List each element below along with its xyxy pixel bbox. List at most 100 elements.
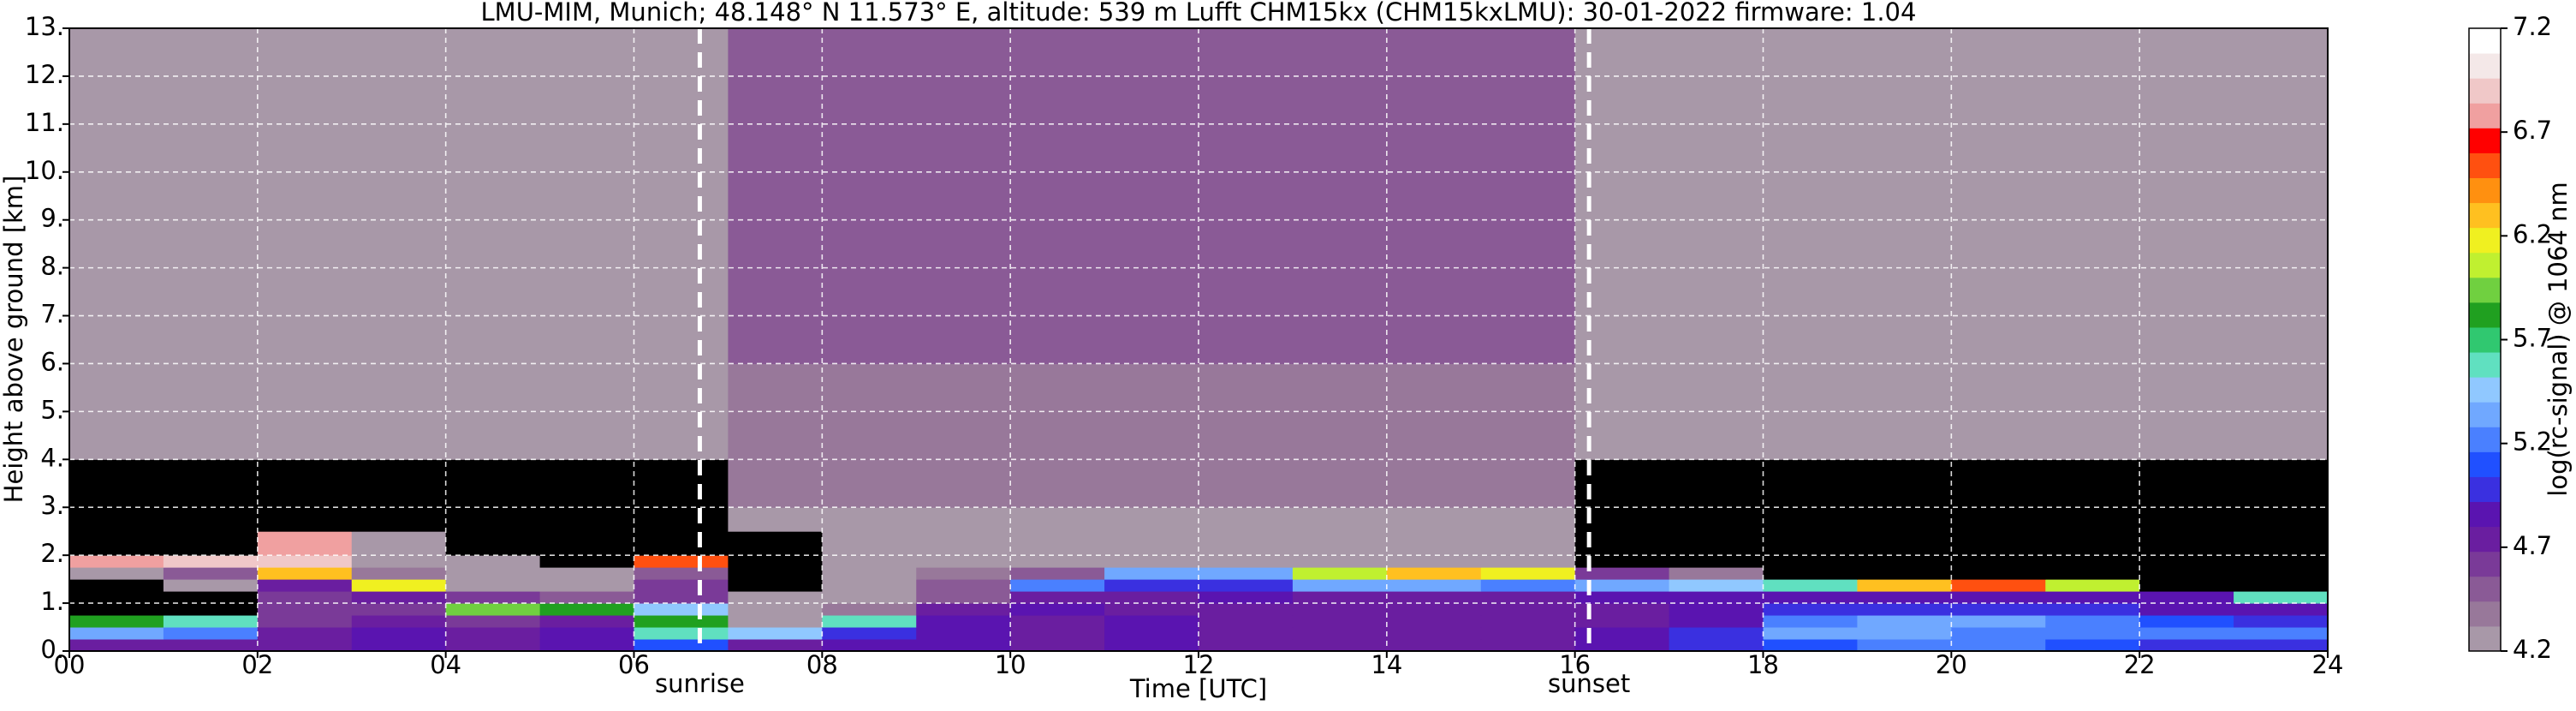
heatmap-cell bbox=[728, 219, 823, 364]
heatmap-cell bbox=[728, 567, 823, 580]
colorbar-band bbox=[2469, 28, 2501, 54]
heatmap-cell bbox=[2045, 555, 2140, 568]
heatmap-cell bbox=[1199, 603, 1294, 616]
overlay bbox=[62, 27, 2508, 658]
heatmap-cell bbox=[1386, 639, 1482, 652]
heatmap-cell bbox=[1763, 459, 1858, 508]
heatmap-cell bbox=[351, 627, 447, 640]
colorbar-band bbox=[2469, 53, 2501, 79]
heatmap-cell bbox=[1010, 555, 1105, 568]
heatmap-cell bbox=[634, 579, 729, 592]
heatmap-cell bbox=[1951, 603, 2046, 616]
heatmap-cell bbox=[2139, 459, 2234, 508]
heatmap-cell bbox=[1951, 579, 2046, 592]
heatmap-cell bbox=[351, 639, 447, 652]
heatmap-cell bbox=[1104, 579, 1199, 592]
heatmap-cell bbox=[1292, 531, 1388, 556]
heatmap-cell bbox=[1010, 579, 1105, 592]
colorbar-band bbox=[2469, 202, 2501, 229]
heatmap-cell bbox=[634, 507, 729, 532]
heatmap-cell bbox=[1857, 591, 1952, 604]
heatmap-cell bbox=[351, 615, 447, 628]
heatmap-cell bbox=[539, 591, 634, 604]
heatmap-cell bbox=[1574, 567, 1670, 580]
heatmap-cell bbox=[1857, 603, 1952, 616]
heatmap-cell bbox=[1951, 591, 2046, 604]
heatmap-cell bbox=[1951, 639, 2046, 652]
heatmap-cell bbox=[916, 579, 1011, 592]
heatmap-cell bbox=[351, 531, 447, 556]
heatmap-cell bbox=[634, 591, 729, 604]
heatmap-cell bbox=[445, 219, 541, 364]
heatmap-cell bbox=[1199, 627, 1294, 640]
y-tick-label: 13. bbox=[25, 12, 64, 41]
heatmap-cell bbox=[163, 531, 259, 556]
x-tick-label: 24 bbox=[2312, 650, 2344, 679]
heatmap-cell bbox=[2045, 615, 2140, 628]
heatmap-cell bbox=[1857, 615, 1952, 628]
heatmap-cell bbox=[69, 627, 164, 640]
x-tick-label: 20 bbox=[1936, 650, 1967, 679]
heatmap-cell bbox=[916, 531, 1011, 556]
colorbar-band bbox=[2469, 402, 2501, 427]
heatmap-cell bbox=[916, 507, 1011, 532]
heatmap-cell bbox=[539, 627, 634, 640]
heatmap-cell bbox=[163, 219, 259, 364]
heatmap-cell bbox=[1010, 459, 1105, 508]
colorbar-band bbox=[2469, 625, 2501, 652]
heatmap-cell bbox=[1386, 579, 1482, 592]
heatmap-cell bbox=[539, 219, 634, 364]
heatmap-cell bbox=[1010, 615, 1105, 628]
colorbar-band bbox=[2469, 451, 2501, 477]
heatmap-cell bbox=[1199, 459, 1294, 508]
heatmap-cell bbox=[1199, 579, 1294, 592]
heatmap-cell bbox=[916, 639, 1011, 652]
heatmap-cell bbox=[1574, 579, 1670, 592]
heatmap-cell bbox=[351, 579, 447, 592]
x-tick-label: 02 bbox=[241, 650, 273, 679]
heatmap-cell bbox=[1010, 507, 1105, 532]
heatmap-cell bbox=[69, 567, 164, 580]
heatmap-cell bbox=[1386, 219, 1482, 364]
heatmap-cell bbox=[351, 219, 447, 364]
heatmap-cell bbox=[1480, 531, 1576, 556]
heatmap-cell bbox=[916, 459, 1011, 508]
x-tick-label: 04 bbox=[430, 650, 461, 679]
heatmap-cell bbox=[539, 579, 634, 592]
heatmap-cell bbox=[634, 615, 729, 628]
heatmap-cell bbox=[916, 603, 1011, 616]
heatmap-cell bbox=[1480, 603, 1576, 616]
heatmap-cell bbox=[1104, 531, 1199, 556]
heatmap-cell bbox=[1199, 531, 1294, 556]
heatmap-cell bbox=[822, 615, 917, 628]
heatmap-cell bbox=[2045, 507, 2140, 532]
heatmap-cell bbox=[1669, 639, 1764, 652]
heatmap-cell bbox=[2234, 615, 2329, 628]
y-tick-label: 4. bbox=[40, 443, 64, 472]
heatmap-cell bbox=[445, 567, 541, 580]
heatmap-cell bbox=[351, 507, 447, 532]
heatmap-cell bbox=[1574, 639, 1670, 652]
heatmap-cell bbox=[1010, 567, 1105, 580]
heatmap-cell bbox=[1669, 579, 1764, 592]
heatmap-cell bbox=[1292, 567, 1388, 580]
heatmap-cell bbox=[1292, 639, 1388, 652]
heatmap-cell bbox=[1951, 627, 2046, 640]
heatmap-cell bbox=[1857, 579, 1952, 592]
annotation-label: sunrise bbox=[655, 669, 745, 698]
heatmap-cell bbox=[1669, 591, 1764, 604]
heatmap-cell bbox=[539, 639, 634, 652]
colorbar-band bbox=[2469, 227, 2501, 254]
heatmap-cell bbox=[69, 531, 164, 556]
heatmap-cell bbox=[1951, 219, 2046, 364]
heatmap-cell bbox=[1104, 591, 1199, 604]
heatmap-cell bbox=[916, 627, 1011, 640]
heatmap-cell bbox=[539, 531, 634, 556]
x-tick-label: 14 bbox=[1371, 650, 1402, 679]
y-tick-label: 3. bbox=[40, 491, 64, 520]
heatmap-cell bbox=[1857, 459, 1952, 508]
y-axis-label: Height above ground [km] bbox=[0, 176, 28, 504]
heatmap-cell bbox=[2234, 531, 2329, 556]
heatmap-cell bbox=[822, 507, 917, 532]
heatmap-cell bbox=[257, 555, 353, 568]
